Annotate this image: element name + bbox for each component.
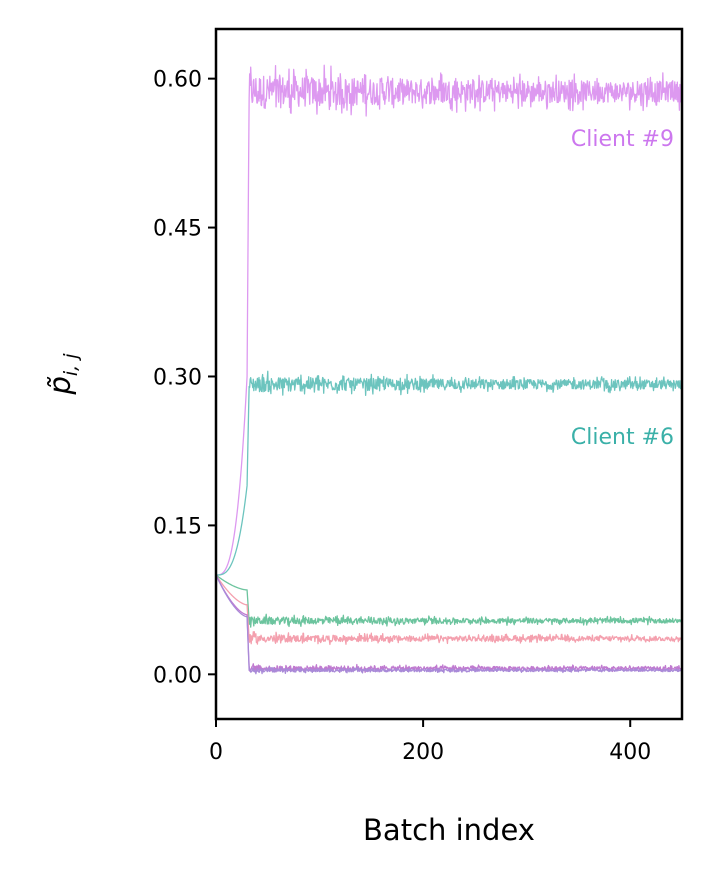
y-axis-label-symbol: p̃: [43, 376, 77, 395]
y-axis: 0.00 0.15 0.30 0.45 0.60: [153, 68, 216, 688]
x-axis-label: Batch index: [363, 813, 535, 847]
x-tick-label: 400: [609, 740, 651, 765]
y-tick-label: 0.30: [153, 365, 202, 390]
series-layer: [216, 64, 682, 675]
series-line: [216, 574, 682, 646]
series-line: [216, 370, 682, 576]
series-line: [216, 574, 682, 628]
series-line: [216, 574, 682, 674]
series-line: [216, 64, 682, 576]
series-line: [216, 574, 682, 675]
y-tick-label: 0.00: [153, 663, 202, 688]
x-tick-label: 200: [402, 740, 444, 765]
y-tick-label: 0.60: [153, 68, 202, 93]
svg-text:p̃i, j: p̃i, j: [43, 353, 82, 396]
x-tick-label: 0: [209, 740, 223, 765]
annotation-layer: Client #9 Client #6: [571, 127, 674, 450]
plot-frame: [214, 27, 684, 721]
y-tick-label: 0.45: [153, 217, 202, 242]
y-axis-label: p̃i, j: [43, 353, 82, 396]
x-axis: 0 200 400: [209, 719, 651, 765]
series-annotation: Client #9: [571, 127, 674, 152]
y-tick-label: 0.15: [153, 514, 202, 539]
series-annotation: Client #6: [571, 425, 674, 450]
y-axis-label-subscript: i, j: [60, 353, 82, 376]
